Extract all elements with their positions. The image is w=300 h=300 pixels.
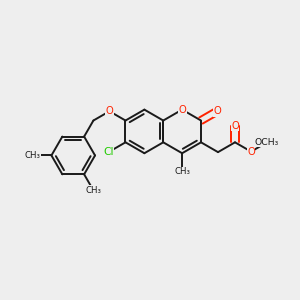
Text: O: O bbox=[178, 105, 186, 115]
Text: O: O bbox=[106, 106, 113, 116]
Text: OCH₃: OCH₃ bbox=[255, 138, 279, 147]
Text: CH₃: CH₃ bbox=[85, 186, 101, 195]
Text: Cl: Cl bbox=[103, 147, 114, 157]
Text: O: O bbox=[247, 147, 255, 157]
Text: CH₃: CH₃ bbox=[25, 151, 41, 160]
Text: O: O bbox=[231, 121, 239, 131]
Text: O: O bbox=[213, 106, 221, 116]
Text: CH₃: CH₃ bbox=[174, 167, 190, 176]
